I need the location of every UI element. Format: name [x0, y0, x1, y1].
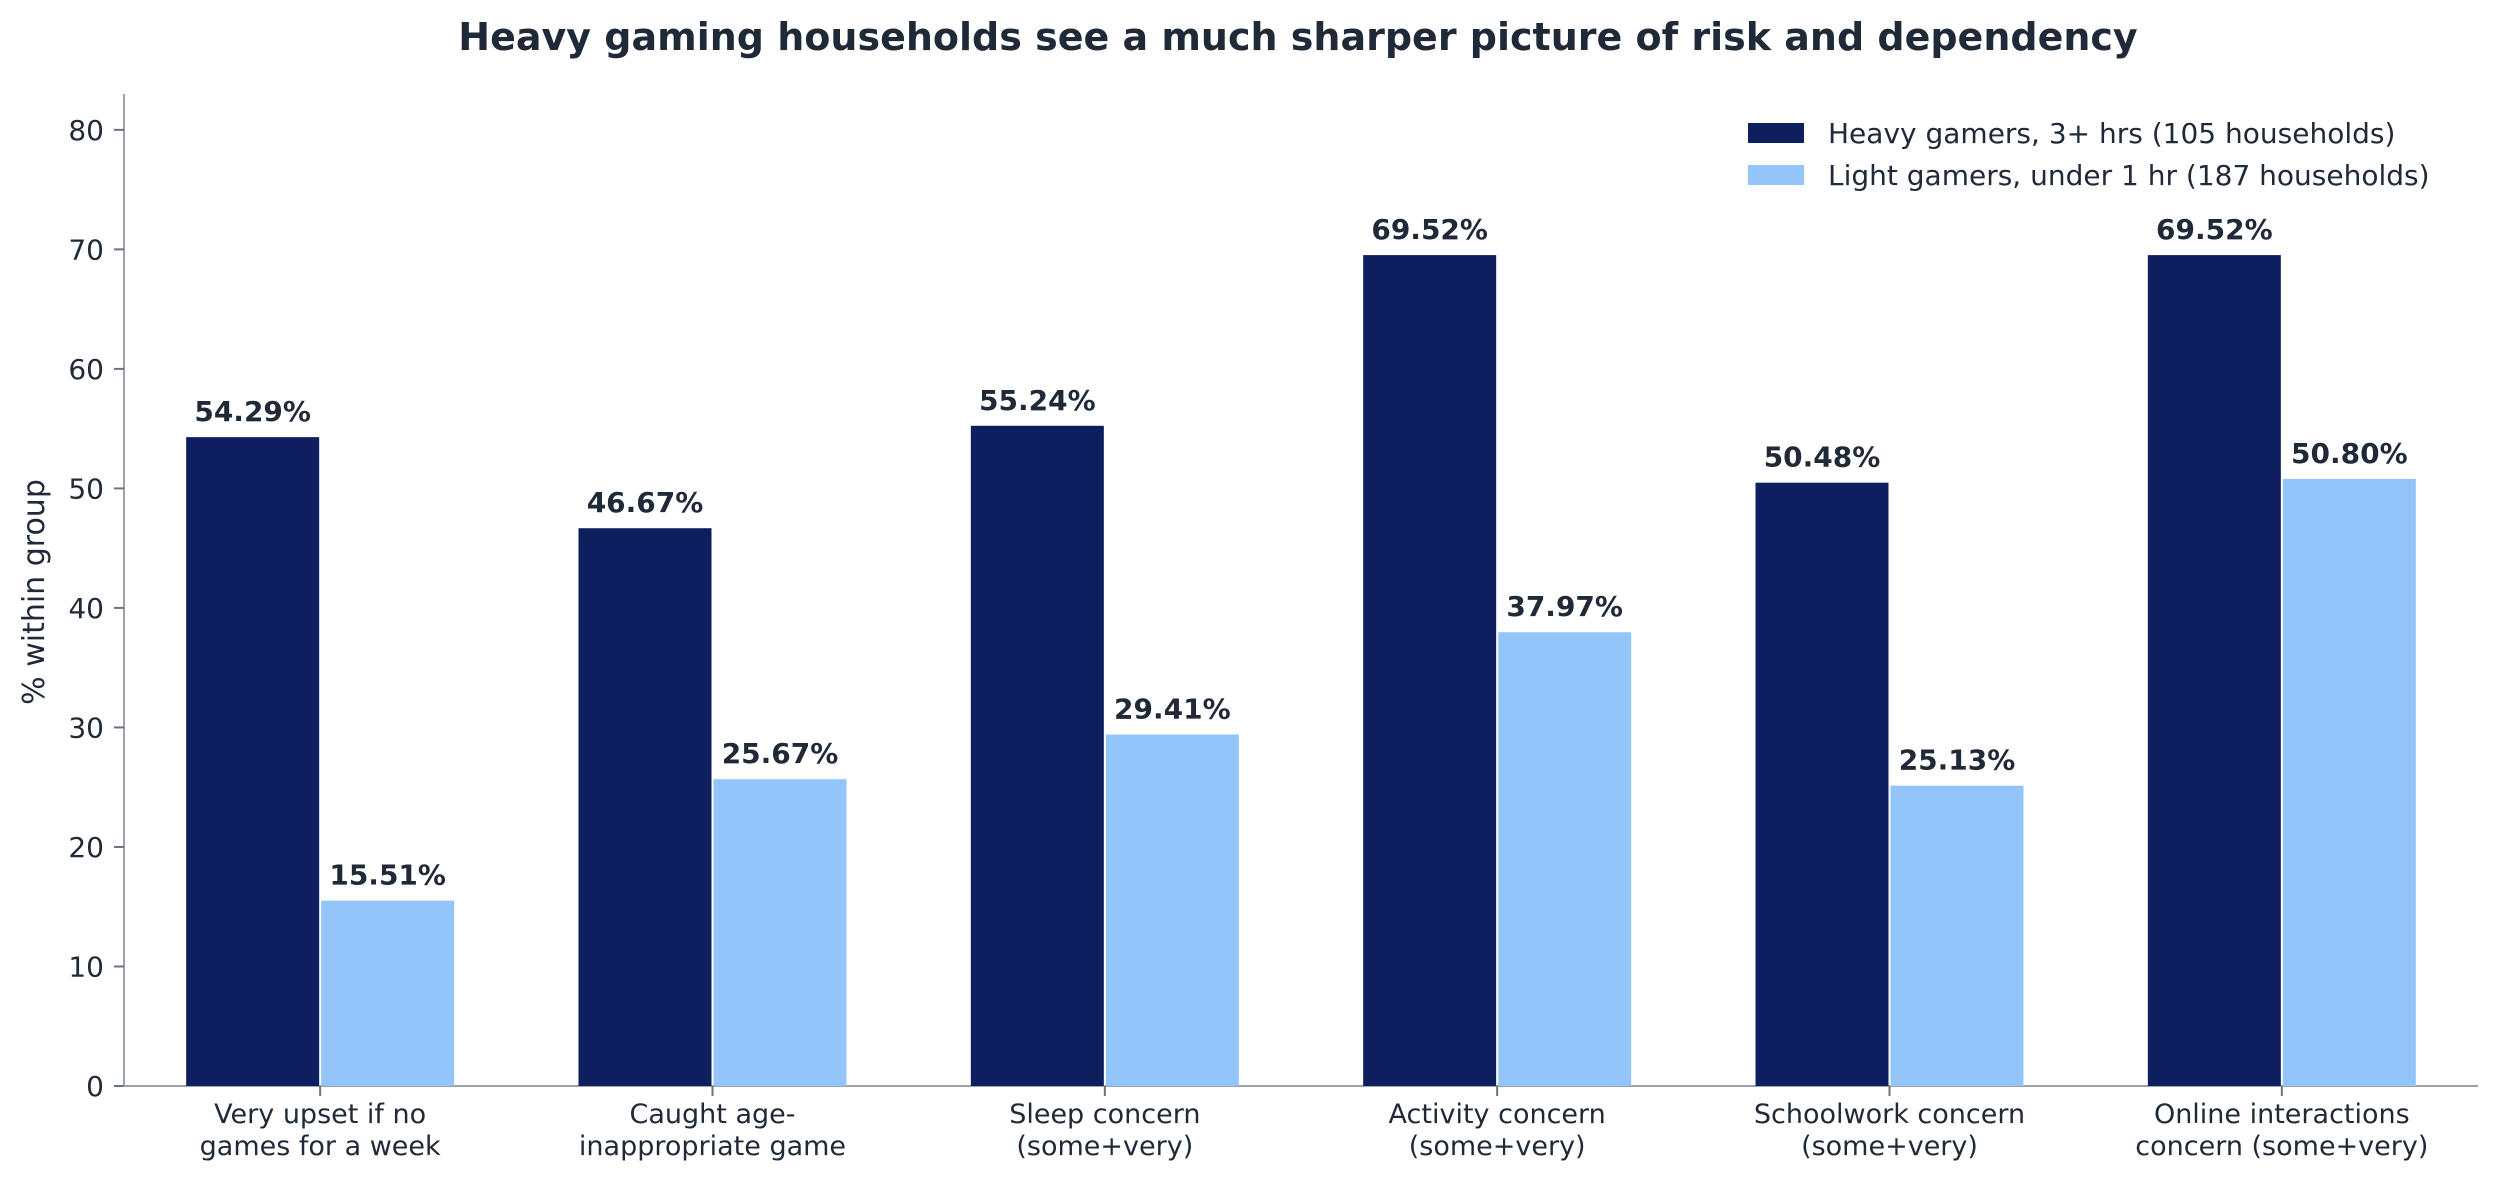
- category-label: Caught age-: [630, 1099, 796, 1130]
- bar-value-label: 69.52%: [2156, 213, 2273, 246]
- bar-value-label: 69.52%: [1371, 213, 1488, 246]
- y-tick-label: 0: [86, 1070, 104, 1103]
- legend-swatch: [1748, 123, 1804, 143]
- bar-value-label: 50.48%: [1764, 441, 1881, 474]
- bar-value-label: 29.41%: [1114, 692, 1231, 725]
- y-tick-label: 10: [68, 950, 104, 983]
- bar: [713, 779, 847, 1086]
- legend: Heavy gamers, 3+ hrs (105 households) Lig…: [1748, 117, 2430, 192]
- category-label: Schoolwork concern: [1754, 1099, 2025, 1130]
- category-label: (some+very): [1409, 1131, 1586, 1162]
- bar: [1498, 632, 1632, 1086]
- bar-value-label: 54.29%: [194, 395, 311, 428]
- plot-area: 0 10 20 30 40 50 60 70 80 54.29% 15.51% Very upset …: [68, 94, 2478, 1162]
- bar-value-label: 37.97%: [1506, 590, 1623, 623]
- bar: [2282, 478, 2416, 1086]
- category-label: Activity concern: [1389, 1099, 1606, 1130]
- category-label: inappropriate game: [579, 1131, 846, 1162]
- bar-value-label: 50.80%: [2291, 437, 2408, 470]
- bar: [186, 437, 320, 1087]
- y-tick-label: 40: [68, 592, 104, 625]
- bar: [321, 900, 455, 1086]
- bar: [1363, 255, 1497, 1087]
- category-label: concern (some+very): [2135, 1131, 2428, 1162]
- y-axis-label: % within group: [17, 479, 52, 705]
- bar: [1890, 785, 2024, 1086]
- bar-value-label: 15.51%: [329, 859, 446, 892]
- chart-title: Heavy gaming households see a much sharp…: [458, 15, 2138, 59]
- legend-label: Heavy gamers, 3+ hrs (105 households): [1828, 117, 2395, 150]
- bar-value-label: 55.24%: [979, 384, 1096, 417]
- legend-swatch: [1748, 165, 1804, 185]
- bar: [1755, 482, 1889, 1087]
- bar: [2147, 255, 2281, 1087]
- bar-value-label: 46.67%: [587, 486, 704, 519]
- y-tick-label: 70: [68, 233, 104, 266]
- category-label: games for a week: [200, 1131, 441, 1162]
- category-label: Sleep concern: [1009, 1099, 1200, 1130]
- category-label: Online interactions: [2154, 1099, 2410, 1130]
- category-label: (some+very): [1016, 1131, 1193, 1162]
- bar: [578, 528, 712, 1086]
- bar-value-label: 25.67%: [722, 737, 839, 770]
- bar-value-label: 25.13%: [1899, 744, 2016, 777]
- y-tick-label: 80: [68, 114, 104, 147]
- legend-label: Light gamers, under 1 hr (187 households…: [1828, 159, 2430, 192]
- bar: [1105, 734, 1239, 1086]
- bar: [970, 425, 1104, 1086]
- category-label: Very upset if no: [214, 1099, 426, 1130]
- y-tick-label: 20: [68, 831, 104, 864]
- y-tick-label: 60: [68, 353, 104, 386]
- y-tick-label: 30: [68, 711, 104, 744]
- y-tick-label: 50: [68, 472, 104, 505]
- category-label: (some+very): [1801, 1131, 1978, 1162]
